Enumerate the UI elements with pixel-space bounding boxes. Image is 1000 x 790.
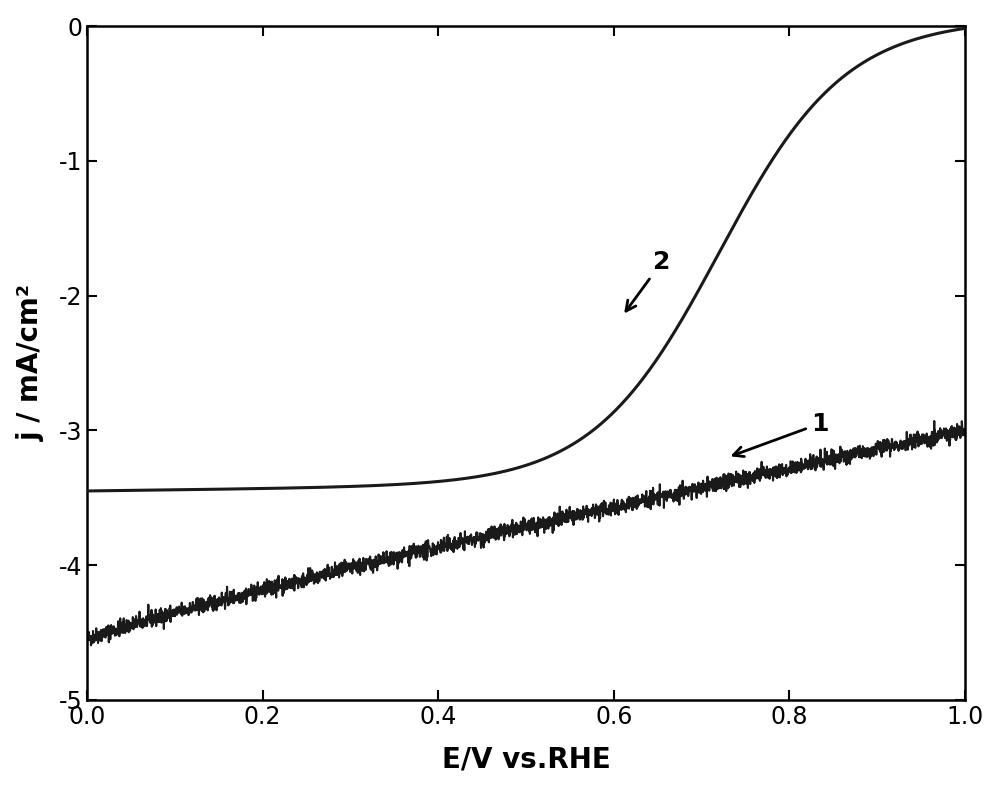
X-axis label: E/V vs.RHE: E/V vs.RHE: [442, 745, 610, 773]
Y-axis label: j / mA/cm²: j / mA/cm²: [17, 284, 45, 442]
Text: 2: 2: [626, 250, 671, 311]
Text: 1: 1: [733, 412, 829, 457]
